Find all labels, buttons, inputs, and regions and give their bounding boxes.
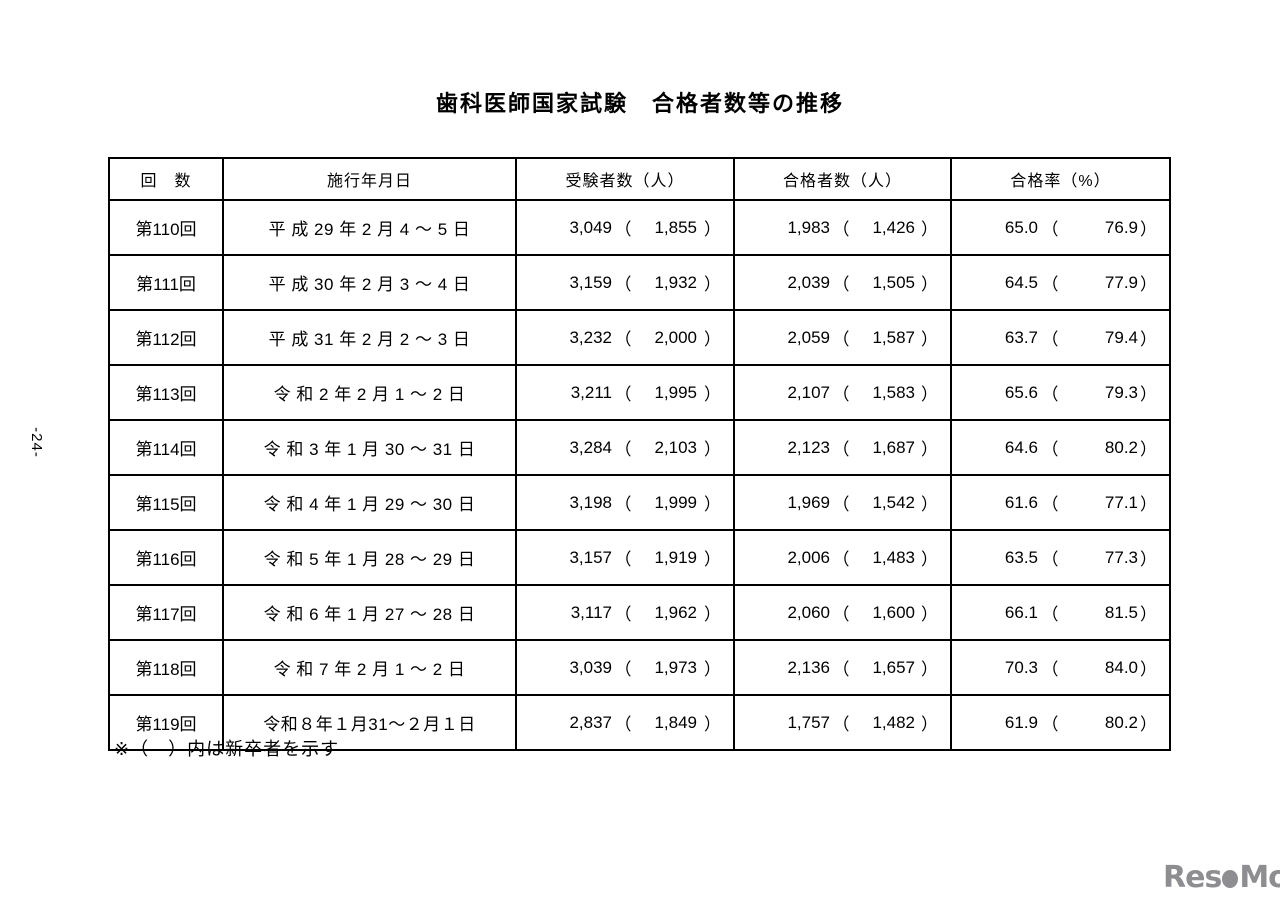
rate-cell: 66.1 （81.5）	[950, 584, 1171, 641]
round-cell: 第110回	[108, 199, 224, 256]
rate-cell: 70.3 （84.0）	[950, 639, 1171, 696]
rate-cell: 64.6 （80.2）	[950, 419, 1171, 476]
round-cell: 第119回	[108, 694, 224, 751]
rate-cell: 63.7 （79.4）	[950, 309, 1171, 366]
resemom-logo-text-right: Mom	[1239, 860, 1280, 895]
date-cell: 令 和 5 年 1 月 28 ～ 29 日	[222, 529, 517, 586]
table-row: 第113回 令 和 2 年 2 月 1 ～ 2 日 3,211 （1,995） 2…	[108, 364, 1171, 421]
rate-cell: 65.6 （79.3）	[950, 364, 1171, 421]
resemom-logo-text-left: Res	[1163, 860, 1222, 895]
passers-cell: 2,107 （1,583）	[733, 364, 952, 421]
rate-cell: 61.9 （80.2）	[950, 694, 1171, 751]
date-cell: 令 和 3 年 1 月 30 ～ 31 日	[222, 419, 517, 476]
passers-cell: 1,969 （1,542）	[733, 474, 952, 531]
table-header-row: 回 数 施行年月日 受験者数（人） 合格者数（人） 合格率（%）	[108, 157, 1171, 201]
round-cell: 第114回	[108, 419, 224, 476]
page-title: 歯科医師国家試験 合格者数等の推移	[435, 91, 844, 116]
passers-cell: 2,059 （1,587）	[733, 309, 952, 366]
round-cell: 第115回	[108, 474, 224, 531]
date-cell: 平 成 31 年 2 月 2 ～ 3 日	[222, 309, 517, 366]
passers-cell: 2,039 （1,505）	[733, 254, 952, 311]
round-cell: 第117回	[108, 584, 224, 641]
rate-cell: 65.0 （76.9）	[950, 199, 1171, 256]
table-row: 第119回 令和８年１月31～２月１日 2,837 （1,849） 1,757 （1…	[108, 694, 1171, 751]
examinees-cell: 3,049 （1,855）	[515, 199, 735, 256]
round-cell: 第111回	[108, 254, 224, 311]
round-cell: 第112回	[108, 309, 224, 366]
date-cell: 平 成 29 年 2 月 4 ～ 5 日	[222, 199, 517, 256]
round-cell: 第118回	[108, 639, 224, 696]
header-passers: 合格者数（人）	[733, 157, 952, 201]
date-cell: 令 和 4 年 1 月 29 ～ 30 日	[222, 474, 517, 531]
side-page-number: -24-	[27, 427, 45, 458]
passers-cell: 1,757 （1,482）	[733, 694, 952, 751]
examinees-cell: 3,232 （2,000）	[515, 309, 735, 366]
table-row: 第115回 令 和 4 年 1 月 29 ～ 30 日 3,198 （1,999）…	[108, 474, 1171, 531]
date-cell: 令 和 2 年 2 月 1 ～ 2 日	[222, 364, 517, 421]
table-row: 第110回 平 成 29 年 2 月 4 ～ 5 日 3,049 （1,855） …	[108, 199, 1171, 256]
date-cell: 令 和 6 年 1 月 27 ～ 28 日	[222, 584, 517, 641]
resemom-solid-e-icon	[1222, 870, 1239, 888]
examinees-cell: 3,284 （2,103）	[515, 419, 735, 476]
table-row: 第118回 令 和 7 年 2 月 1 ～ 2 日 3,039 （1,973） 2…	[108, 639, 1171, 696]
passers-cell: 2,136 （1,657）	[733, 639, 952, 696]
exam-results-table: 回 数 施行年月日 受験者数（人） 合格者数（人） 合格率（%） 第110回 平…	[108, 157, 1171, 751]
table-row: 第112回 平 成 31 年 2 月 2 ～ 3 日 3,232 （2,000） …	[108, 309, 1171, 366]
passers-cell: 2,060 （1,600）	[733, 584, 952, 641]
examinees-cell: 3,117 （1,962）	[515, 584, 735, 641]
round-cell: 第116回	[108, 529, 224, 586]
rate-cell: 64.5 （77.9）	[950, 254, 1171, 311]
table-row: 第111回 平 成 30 年 2 月 3 ～ 4 日 3,159 （1,932） …	[108, 254, 1171, 311]
rate-cell: 61.6 （77.1）	[950, 474, 1171, 531]
header-rate: 合格率（%）	[950, 157, 1171, 201]
table-row: 第114回 令 和 3 年 1 月 30 ～ 31 日 3,284 （2,103）…	[108, 419, 1171, 476]
footnote: ※（ ）内は新卒者を示す	[114, 739, 340, 759]
date-cell: 令 和 7 年 2 月 1 ～ 2 日	[222, 639, 517, 696]
date-cell: 令和８年１月31～２月１日	[222, 694, 517, 751]
table-row: 第117回 令 和 6 年 1 月 27 ～ 28 日 3,117 （1,962）…	[108, 584, 1171, 641]
header-round: 回 数	[108, 157, 224, 201]
examinees-cell: 3,198 （1,999）	[515, 474, 735, 531]
passers-cell: 2,123 （1,687）	[733, 419, 952, 476]
resemom-logo: リセマムResMom.	[1163, 860, 1280, 895]
round-cell: 第113回	[108, 364, 224, 421]
passers-cell: 2,006 （1,483）	[733, 529, 952, 586]
header-examinees: 受験者数（人）	[515, 157, 735, 201]
rate-cell: 63.5 （77.3）	[950, 529, 1171, 586]
header-date: 施行年月日	[222, 157, 517, 201]
table-row: 第116回 令 和 5 年 1 月 28 ～ 29 日 3,157 （1,919）…	[108, 529, 1171, 586]
examinees-cell: 3,159 （1,932）	[515, 254, 735, 311]
passers-cell: 1,983 （1,426）	[733, 199, 952, 256]
examinees-cell: 3,039 （1,973）	[515, 639, 735, 696]
date-cell: 平 成 30 年 2 月 3 ～ 4 日	[222, 254, 517, 311]
examinees-cell: 2,837 （1,849）	[515, 694, 735, 751]
examinees-cell: 3,211 （1,995）	[515, 364, 735, 421]
examinees-cell: 3,157 （1,919）	[515, 529, 735, 586]
